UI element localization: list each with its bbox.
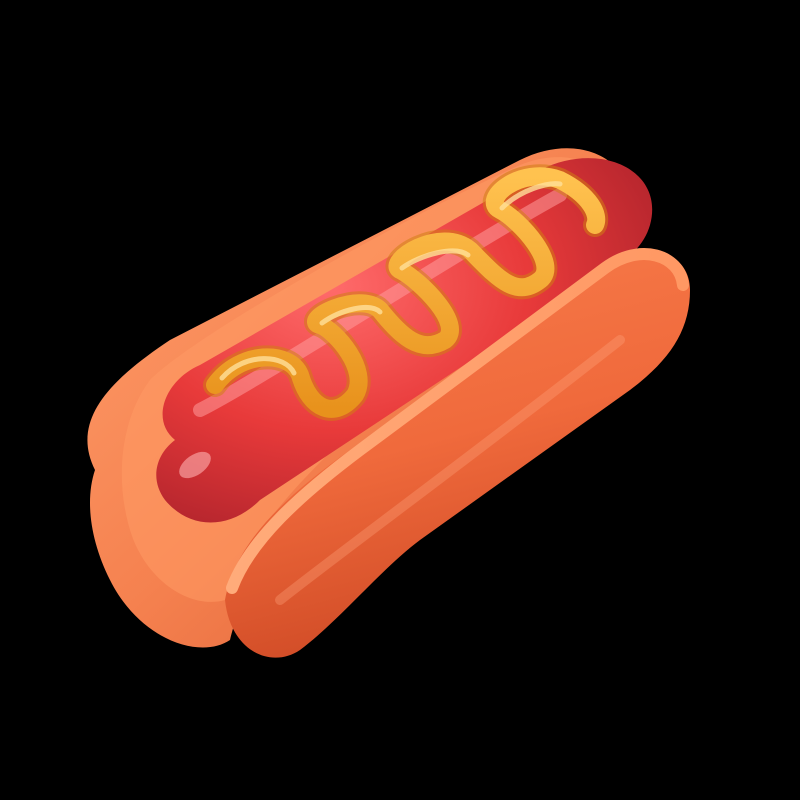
bun-front — [225, 248, 690, 658]
mustard-squiggle — [203, 164, 609, 421]
